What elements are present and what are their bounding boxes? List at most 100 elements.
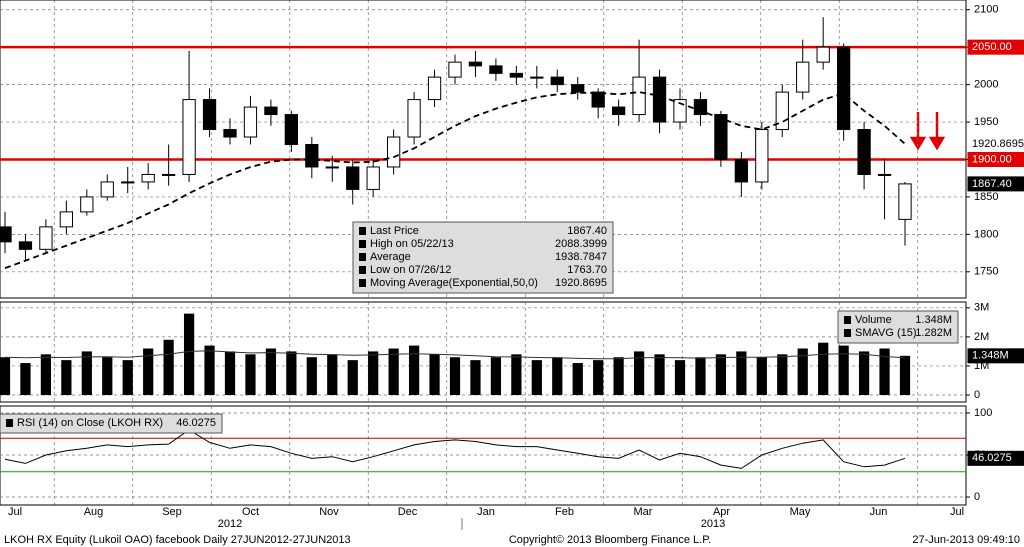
panel-frame [0, 0, 967, 299]
y-tick-label: 0 [974, 389, 980, 401]
legend-swatch [359, 227, 366, 235]
value-tag-label: 1867.40 [972, 178, 1012, 190]
y-tick-label: 1750 [974, 266, 998, 278]
volume-bar [858, 351, 870, 396]
legend-label: Low on 07/26/12 [370, 264, 451, 276]
candle-body [632, 76, 646, 116]
candle-body [80, 196, 94, 213]
volume-bar [593, 360, 604, 396]
x-tick-label: Jul [950, 506, 964, 518]
legend: RSI (14) on Close (LKOH RX) 46.0275 [0, 413, 223, 434]
volume-bar [163, 339, 174, 396]
x-tick-label: Apr [713, 506, 730, 518]
legend-box [0, 413, 223, 434]
volume-bar [143, 348, 154, 396]
volume-bar [552, 357, 563, 396]
candle-body [202, 99, 217, 131]
volume-bar [388, 348, 399, 396]
candle-body [223, 129, 237, 138]
candle-body [100, 181, 114, 198]
candle-body [407, 99, 421, 138]
volume-bar [695, 357, 706, 396]
value-tag-label: 46.0275 [972, 452, 1012, 464]
year-label: 2013 [701, 518, 725, 530]
candle-body [243, 106, 258, 138]
legend-label: Last Price [370, 225, 419, 237]
value-tag-label: 2050.00 [972, 41, 1012, 53]
candle-body [59, 211, 73, 228]
volume-bar [61, 360, 72, 396]
volume-bar [183, 313, 195, 396]
y-tick-label: 1950 [974, 116, 998, 128]
year-label: 2012 [218, 518, 242, 530]
volume-bar [204, 345, 215, 396]
legend-swatch [844, 316, 851, 324]
candle-body [796, 61, 810, 93]
candle-body [0, 226, 12, 243]
x-tick-label: Jul [8, 506, 22, 518]
x-tick-label: Oct [242, 506, 259, 518]
legend-label: RSI (14) on Close (LKOH RX) [17, 417, 163, 429]
legend-value: 1763.70 [567, 264, 607, 276]
volume-bar [879, 348, 890, 396]
legend-swatch [359, 240, 366, 248]
legend-swatch [6, 419, 13, 427]
candle-body [571, 84, 585, 93]
candle-body [468, 61, 483, 67]
volume-bar [490, 357, 502, 396]
volume-bar [0, 357, 11, 396]
candle-body [550, 76, 564, 86]
volume-bar [327, 354, 338, 396]
volume-bar [122, 360, 133, 396]
candle-body [530, 76, 544, 79]
footer-right: 27-Jun-2013 09:49:10 [912, 534, 1020, 546]
volume-bar [633, 351, 645, 396]
volume-bar [511, 354, 522, 396]
volume-bar [40, 354, 52, 396]
volume-bar [674, 360, 686, 396]
volume-bar [531, 360, 542, 396]
candle-body [652, 76, 667, 123]
line-series [4, 429, 906, 469]
x-tick-label: Jan [477, 506, 495, 518]
volume-bar [470, 360, 481, 396]
volume-bar [408, 345, 420, 396]
footer-center: Copyright© 2013 Bloomberg Finance L.P. [509, 534, 711, 546]
legend-value: 1867.40 [567, 225, 607, 237]
volume-bar [20, 363, 31, 396]
legend-box [352, 221, 614, 294]
x-tick-label: Mar [634, 506, 653, 518]
volume-bar [654, 354, 665, 396]
volume-bar [286, 351, 297, 396]
candle-body [816, 46, 830, 63]
candle-body [714, 114, 728, 160]
legend-value: 2088.3999 [555, 238, 607, 250]
value-tag [967, 136, 1024, 152]
candle-body [305, 144, 319, 168]
legend-label: Moving Average(Exponential,50,0) [370, 277, 538, 289]
x-tick-label: Nov [319, 506, 339, 518]
volume-bar [429, 354, 440, 396]
volume-bar [613, 357, 624, 396]
legend-box [837, 310, 959, 344]
volume-bar [818, 342, 829, 396]
candle-body [18, 241, 33, 250]
x-tick-label: Sep [162, 506, 182, 518]
y-tick-label: 3M [974, 302, 989, 314]
legend: Last Price 1867.40 High on 05/22/13 2088.39… [352, 221, 614, 294]
volume-bar [715, 354, 727, 396]
panel-frame [0, 301, 967, 403]
x-tick-label: May [790, 506, 811, 518]
candle-body [366, 166, 380, 190]
volume-bar [736, 351, 747, 396]
candle-body [857, 129, 871, 175]
volume-bar [347, 360, 358, 396]
legend-swatch [359, 253, 366, 261]
volume-bar [449, 357, 461, 396]
candle-body [182, 99, 196, 175]
legend-label: Volume [855, 314, 892, 326]
volume-bar [102, 357, 113, 396]
legend-swatch [844, 329, 851, 337]
y-tick-label: 1850 [974, 191, 998, 203]
